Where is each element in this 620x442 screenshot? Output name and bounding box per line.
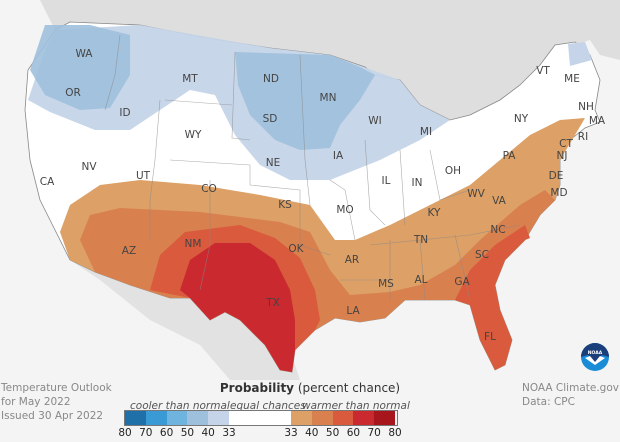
state-label-oh: OH — [445, 165, 461, 177]
noaa-logo: NOAA — [580, 342, 610, 372]
outlook-map: WA OR ID MT WY ND SD NE MN WI MI IA IL IN OH NY PA VT ME NH… — [24, 0, 620, 380]
title-line-3: Issued 30 Apr 2022 — [1, 410, 104, 422]
state-label-vt: VT — [536, 65, 550, 77]
colorbar-tick: 33 — [284, 427, 298, 439]
state-label-nm: NM — [185, 238, 202, 250]
state-label-ri: RI — [578, 131, 588, 143]
state-label-ca: CA — [40, 176, 55, 188]
colorbar-tick: 33 — [222, 427, 236, 439]
state-label-sc: SC — [475, 249, 489, 261]
colorbar-cool-segment-1 — [145, 411, 167, 425]
state-label-az: AZ — [122, 245, 136, 257]
state-label-in: IN — [412, 177, 423, 189]
state-labels: WA OR ID MT WY ND SD NE MN WI MI IA IL IN OH NY PA VT ME NH… — [40, 48, 606, 343]
state-label-ma: MA — [589, 115, 606, 127]
state-label-wy: WY — [185, 129, 202, 141]
colorbar-tick: 60 — [159, 427, 174, 439]
colorbar-tick: 40 — [201, 427, 215, 439]
warm-50-60-southeast — [455, 225, 530, 370]
state-label-nh: NH — [578, 101, 594, 113]
state-label-me: ME — [564, 73, 580, 85]
credit-line-1: NOAA Climate.gov — [522, 382, 619, 394]
colorbar-warm-segment-4 — [374, 411, 395, 425]
state-label-ny: NY — [514, 113, 529, 125]
warm-60-70-region — [180, 243, 295, 372]
legend-title-bold: Probability — [219, 381, 295, 395]
state-label-va: VA — [492, 195, 507, 207]
colorbar-tick: 50 — [180, 427, 195, 439]
legend-title: Probability (percent chance) — [0, 381, 620, 395]
state-label-wa: WA — [76, 48, 94, 60]
colorbar-tick: 70 — [367, 427, 381, 439]
state-label-nc: NC — [490, 224, 505, 236]
warmer-label: warmer than normal — [302, 400, 410, 412]
state-label-ga: GA — [454, 276, 470, 288]
state-label-nj: NJ — [557, 150, 568, 162]
colorbar-tick: 60 — [346, 427, 361, 439]
svg-text:NOAA: NOAA — [588, 350, 603, 356]
state-label-mt: MT — [182, 73, 198, 85]
state-label-mi: MI — [420, 126, 432, 138]
state-label-ky: KY — [428, 207, 442, 219]
state-label-ct: CT — [559, 138, 573, 150]
colorbar-tick: 40 — [305, 427, 319, 439]
state-label-fl: FL — [484, 331, 496, 343]
state-label-tx: TX — [265, 297, 280, 309]
state-label-or: OR — [65, 87, 81, 99]
state-label-la: LA — [346, 305, 360, 317]
canada-land — [40, 0, 620, 120]
state-label-tn: TN — [413, 234, 428, 246]
state-label-id: ID — [119, 107, 130, 119]
state-label-ok: OK — [288, 243, 304, 255]
state-label-wi: WI — [368, 115, 381, 127]
credit: NOAA Climate.gov Data: CPC — [522, 381, 619, 409]
state-label-ia: IA — [333, 150, 344, 162]
state-label-nd: ND — [263, 73, 279, 85]
legend-title-rest: (percent chance) — [294, 381, 401, 395]
warm-33-40-region — [60, 118, 585, 372]
mexico-land — [70, 260, 300, 380]
colorbar-equal-segment — [228, 411, 291, 425]
state-label-mn: MN — [320, 92, 337, 104]
state-label-sd: SD — [263, 113, 278, 125]
state-label-ms: MS — [378, 278, 394, 290]
cooler-label: cooler than normal — [130, 400, 230, 412]
colorbar-cool-segment-3 — [187, 411, 209, 425]
colorbar-tick: 80 — [118, 427, 132, 439]
state-borders — [104, 34, 521, 301]
state-label-ne: NE — [266, 157, 281, 169]
cool-40-50-region-west — [30, 25, 130, 110]
colorbar-cool-segment-4 — [208, 411, 229, 425]
cool-me — [568, 42, 592, 66]
state-label-co: CO — [201, 183, 217, 195]
title-line-1: Temperature Outlook — [1, 382, 112, 394]
title-line-2: for May 2022 — [1, 396, 71, 408]
equal-label: equal chances — [230, 400, 306, 412]
state-label-ut: UT — [136, 170, 151, 182]
colorbar-cool-segment-0 — [125, 411, 146, 425]
colorbar-warm-segment-3 — [353, 411, 375, 425]
state-label-ar: AR — [345, 254, 359, 266]
probability-colorbar — [124, 410, 398, 426]
colorbar-tick: 80 — [388, 427, 402, 439]
state-label-de: DE — [549, 170, 564, 182]
colorbar-tick: 50 — [325, 427, 340, 439]
state-label-wv: WV — [467, 188, 485, 200]
colorbar-warm-segment-0 — [290, 411, 312, 425]
state-label-nv: NV — [81, 161, 97, 173]
colorbar-cool-segment-2 — [166, 411, 188, 425]
credit-line-2: Data: CPC — [522, 396, 575, 408]
colorbar-warm-segment-1 — [311, 411, 333, 425]
outlook-title: Temperature Outlook for May 2022 Issued … — [1, 381, 112, 423]
colorbar-warm-segment-2 — [332, 411, 354, 425]
colorbar-tick: 70 — [139, 427, 153, 439]
state-label-mo: MO — [336, 204, 353, 216]
state-label-pa: PA — [503, 150, 517, 162]
state-label-al: AL — [414, 274, 427, 286]
state-label-ks: KS — [278, 199, 292, 211]
state-label-md: MD — [550, 187, 567, 199]
cool-40-50-region-north — [235, 52, 375, 150]
state-label-il: IL — [382, 175, 391, 187]
